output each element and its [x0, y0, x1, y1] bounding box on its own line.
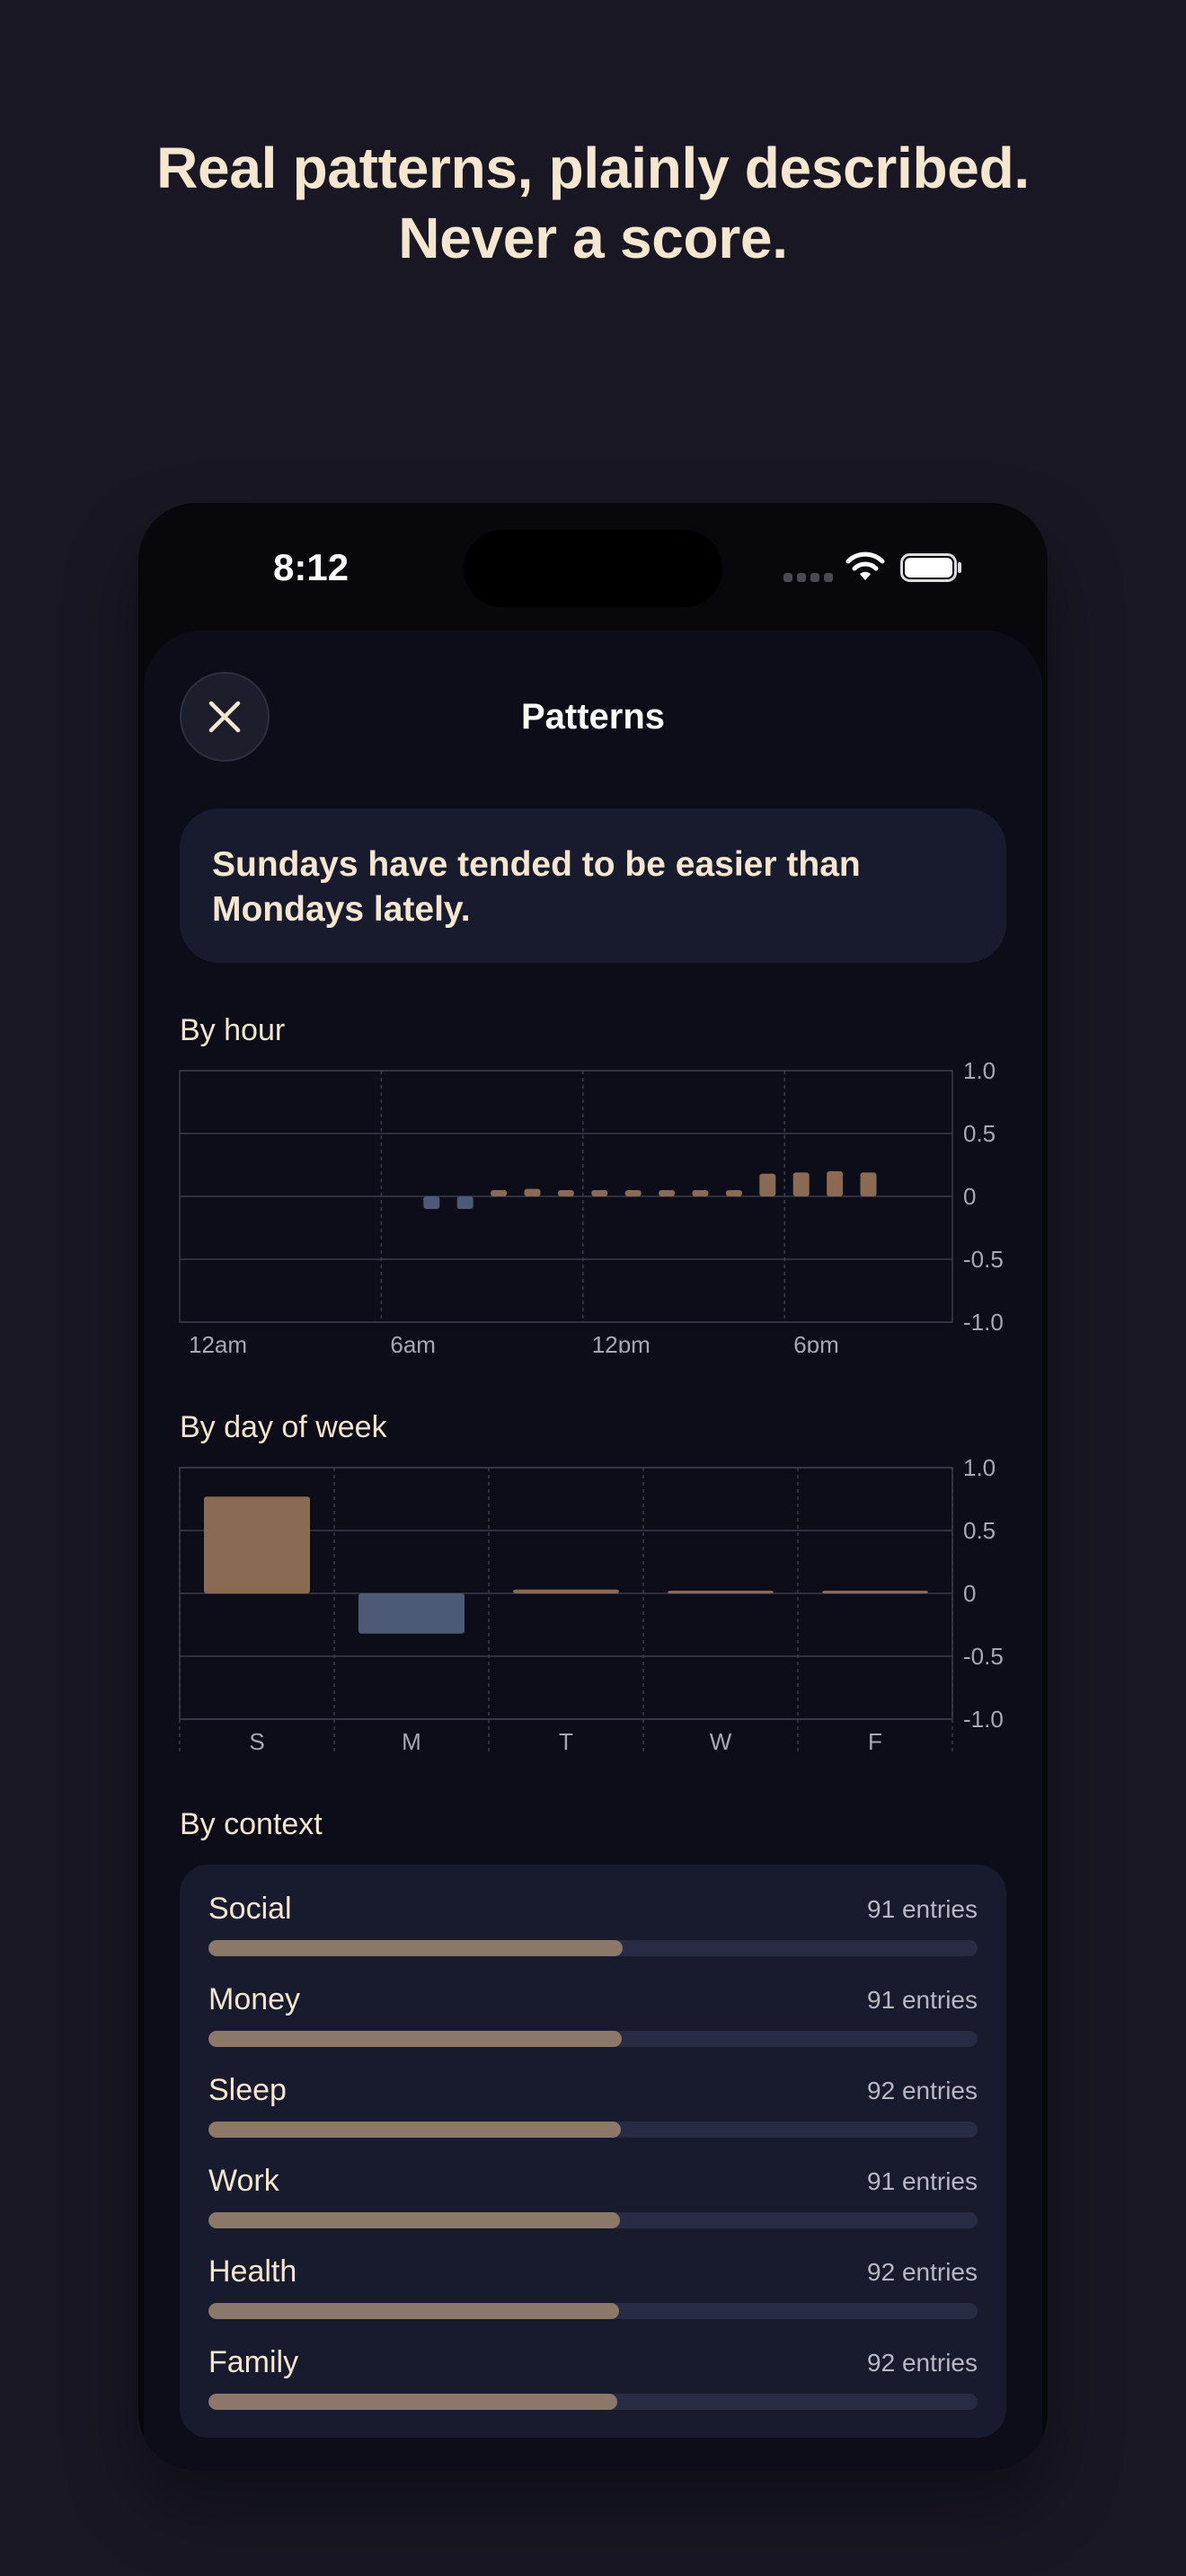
hour-bar [860, 1172, 877, 1196]
day-bar [822, 1591, 928, 1593]
signal-icon [783, 573, 834, 582]
context-row-health: Health 92 entries [208, 2254, 978, 2326]
hour-x-tick-label: 12pm [592, 1331, 651, 1353]
hour-bar [423, 1196, 440, 1209]
hour-bar [692, 1190, 709, 1196]
patterns-sheet: Patterns Sundays have tended to be easie… [144, 631, 1042, 2470]
hour-y-tick-label: 1.0 [963, 1057, 996, 1084]
context-progress-track [208, 2303, 978, 2319]
context-count: 92 entries [867, 2258, 978, 2286]
hour-y-tick-label: 0 [963, 1183, 976, 1210]
context-name: Work [208, 2164, 279, 2198]
day-x-tick-label: S [249, 1728, 264, 1755]
wifi-icon [845, 551, 885, 580]
day-x-tick-label: F [868, 1728, 882, 1755]
headline-line-2: Never a score. [398, 206, 788, 270]
hour-bar [792, 1172, 810, 1196]
status-time: 8:12 [273, 546, 350, 588]
insight-card: Sundays have tended to be easier than Mo… [180, 808, 1006, 963]
context-progress-fill [208, 2303, 620, 2319]
close-button[interactable] [180, 672, 270, 762]
hour-bar [591, 1190, 608, 1196]
hour-y-tick-label: 0.5 [963, 1120, 996, 1147]
hour-bar [524, 1188, 541, 1196]
day-bar [358, 1593, 465, 1634]
context-progress-track [208, 1940, 978, 1956]
insight-text: Sundays have tended to be easier than Mo… [212, 845, 861, 929]
context-count: 92 entries [867, 2349, 978, 2377]
hour-bar [759, 1173, 776, 1196]
day-bar [668, 1591, 774, 1593]
day-x-tick-label: W [710, 1728, 732, 1755]
day-y-tick-label: 0.5 [963, 1517, 996, 1544]
context-count: 92 entries [867, 2077, 978, 2104]
battery-icon [900, 553, 961, 582]
context-row-work: Work 91 entries [208, 2164, 978, 2236]
context-name: Family [208, 2345, 299, 2379]
day-bar [204, 1496, 310, 1593]
context-progress-track [208, 2212, 978, 2228]
marketing-headline: Real patterns, plainly described. Never … [0, 133, 1186, 273]
context-row-money: Money 91 entries [208, 1982, 978, 2054]
day-y-tick-label: -1.0 [963, 1706, 1004, 1733]
context-progress-fill [208, 2394, 618, 2410]
hour-bar [456, 1196, 474, 1209]
context-row-sleep: Sleep 92 entries [208, 2073, 978, 2145]
context-card: Social 91 entries Money 91 entries Sleep 92 e… [180, 1865, 1006, 2438]
by-day-label: By day of week [180, 1410, 387, 1444]
context-count: 91 entries [867, 1986, 978, 2014]
phone-frame: 8:12 Patterns Sundays have tended to be … [138, 503, 1048, 2470]
context-count: 91 entries [867, 2167, 978, 2195]
day-bar [513, 1589, 619, 1593]
context-name: Money [208, 1982, 301, 2016]
hour-y-tick-label: -1.0 [963, 1309, 1004, 1336]
context-progress-track [208, 2031, 978, 2047]
hour-x-tick-label: 6am [390, 1331, 436, 1353]
day-x-tick-label: M [402, 1728, 421, 1755]
hour-bar [725, 1190, 742, 1196]
day-y-tick-label: 0 [963, 1580, 976, 1607]
context-progress-fill [208, 2212, 620, 2228]
dynamic-island [464, 530, 722, 607]
context-name: Social [208, 1892, 292, 1926]
by-day-chart: 1.0 0.5 0 -0.5 -1.0 S M T W F [179, 1454, 1004, 1755]
by-hour-label: By hour [180, 1013, 286, 1047]
page-title: Patterns [520, 697, 666, 737]
context-progress-fill [208, 2031, 622, 2047]
by-context-label: By context [180, 1807, 323, 1841]
hour-bar [491, 1190, 508, 1196]
context-progress-fill [208, 1940, 623, 1956]
close-icon [208, 701, 241, 733]
context-name: Health [208, 2254, 297, 2289]
headline-line-1: Real patterns, plainly described. [156, 136, 1030, 200]
context-row-family: Family 92 entries [208, 2345, 978, 2417]
context-progress-track [208, 2394, 978, 2410]
context-count: 91 entries [867, 1895, 978, 1923]
context-name: Sleep [208, 2073, 287, 2107]
hour-x-tick-label: 6pm [793, 1331, 839, 1353]
hour-x-tick-label: 12am [189, 1331, 247, 1353]
hour-bar [827, 1171, 844, 1196]
hour-bar [659, 1190, 676, 1196]
hour-y-tick-label: -0.5 [963, 1246, 1004, 1273]
day-y-tick-label: -0.5 [963, 1643, 1004, 1670]
hour-bar [624, 1190, 642, 1196]
context-row-social: Social 91 entries [208, 1892, 978, 1963]
context-progress-track [208, 2122, 978, 2138]
by-hour-chart: 1.0 0.5 0 -0.5 -1.0 12am 6am 12pm 6pm [179, 1057, 1004, 1353]
day-y-tick-label: 1.0 [963, 1454, 996, 1481]
context-progress-fill [208, 2122, 621, 2138]
hour-bar [557, 1190, 574, 1196]
day-x-tick-label: T [559, 1728, 573, 1755]
